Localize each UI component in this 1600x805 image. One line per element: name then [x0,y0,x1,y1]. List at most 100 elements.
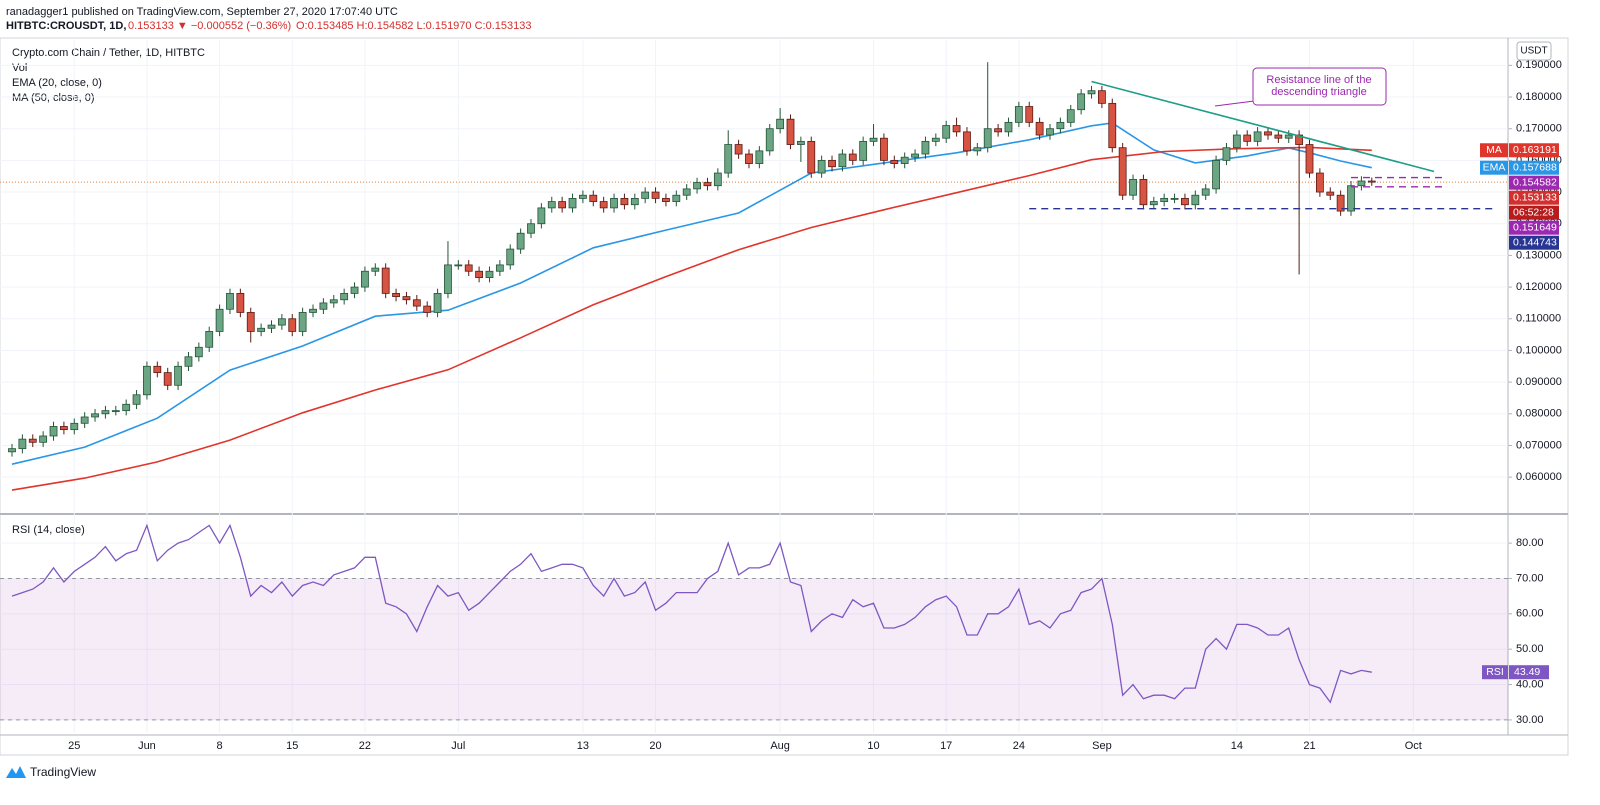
candle-body [848,153,857,161]
candle-body [890,159,899,164]
x-tick-label: 25 [68,740,80,752]
candle-body [703,182,712,187]
price-label: 06:52:28 [1513,206,1554,218]
candle-body [599,201,608,209]
x-tick-label: 20 [649,740,661,752]
price-tag-box [1480,143,1508,158]
candle-body [91,413,99,418]
candle-body [49,426,58,437]
candle-body [371,267,380,272]
candle-body [1367,180,1376,183]
candle-body [786,118,795,145]
candle-body [257,327,266,332]
quote: 0.153133 ▼ −0.000552 (−0.36%) [128,20,291,32]
candle-body [402,296,411,301]
candle-body [838,153,847,168]
candle-body [724,144,733,174]
candle-body [1357,180,1366,187]
price-label-box [1509,160,1559,175]
candle-body [1222,147,1231,161]
candle-body [101,410,110,415]
candle-body [1347,185,1355,212]
candle-body [662,197,670,202]
y-tick-label: 0.060000 [1516,471,1562,483]
candle-body [1264,131,1272,136]
price-label-box [1509,235,1559,250]
candle-body [651,191,660,199]
candle-body [309,308,317,313]
trendline [1091,80,1435,173]
candle-body [1118,147,1127,196]
candle-body [994,128,1002,133]
candle-body [1108,102,1117,149]
candle-body [412,299,421,307]
candle-body [132,394,141,405]
candle-body [1098,90,1106,104]
candle-body [1035,121,1044,136]
candle-body [236,293,245,313]
price-label: 0.153133 [1513,191,1557,203]
rsi-y-tick-label: 40.00 [1516,678,1544,690]
y-tick-label: 0.120000 [1516,281,1562,293]
candle-body [983,128,992,149]
price-label: 0.157688 [1513,161,1557,173]
candle-body [215,308,224,332]
candle-body [70,422,79,431]
rsi-y-tick-label: 70.00 [1516,572,1544,584]
candle-body [828,159,836,168]
candle-body [880,137,888,161]
x-tick-label: 13 [577,740,589,752]
x-tick-label: 14 [1231,740,1243,752]
candle-body [1056,121,1065,130]
candle-body [1243,134,1252,142]
candle-body [693,182,701,190]
rsi-title: RSI (14, close) [12,524,85,536]
candle-body [1129,178,1137,196]
y-tick-label: 0.100000 [1516,344,1562,356]
overlay-line [11,146,1372,491]
candle-body [713,172,722,187]
price-label-box [1509,175,1559,190]
candle-body [859,140,868,161]
price-label-box [1509,205,1559,220]
candle-body [381,267,390,294]
candle-body [1274,134,1283,139]
candle-body [1212,159,1220,190]
candle-body [869,137,878,142]
overlay-line [11,122,1372,465]
y-tick-label: 0.110000 [1516,313,1561,325]
candle-body [18,438,27,450]
candle-body [527,223,535,234]
candle-body [122,403,131,412]
footer-brand: TradingView [30,765,96,779]
candle-body [1170,197,1179,200]
candle-body [796,140,805,145]
candle-body [143,365,151,396]
legend-ema: EMA (20, close, 0) [12,77,102,89]
candle-body [620,197,629,206]
candle-body [1191,194,1200,206]
price-label-box [1509,220,1559,235]
rsi-band [0,578,1508,720]
x-tick-label: Jul [451,740,465,752]
rsi-y-tick-label: 80.00 [1516,537,1544,549]
x-tick-label: Aug [770,740,790,752]
candle-body [319,302,328,310]
candle-body [1326,191,1335,196]
candle-body [755,150,764,164]
candle-body [610,197,618,209]
candle-body [361,270,369,288]
ohlc: O:0.153485 H:0.154582 L:0.151970 C:0.153… [296,20,531,32]
candle-body [246,312,255,332]
candle-body [568,197,577,209]
candle-body [267,324,276,329]
footer-logo [6,766,26,778]
candle-body [153,365,162,374]
currency-box [1516,41,1552,61]
candle-body [1025,106,1034,123]
x-tick-label: Jun [138,740,156,752]
candle-body [931,137,940,142]
candle-body [392,293,400,297]
